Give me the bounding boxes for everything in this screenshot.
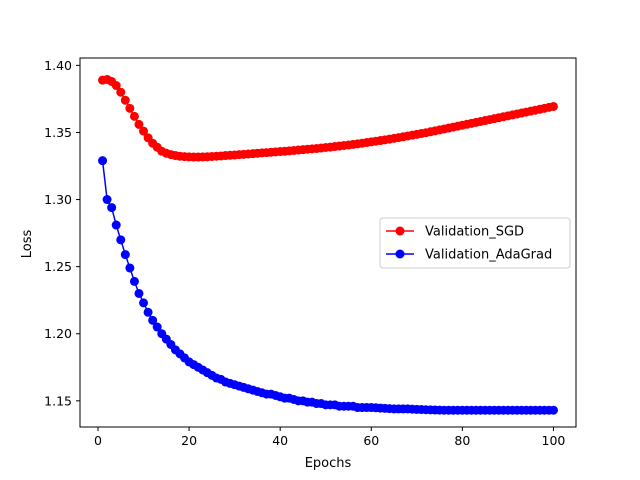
x-axis-label: Epochs	[305, 456, 352, 471]
series-1-point-1	[102, 195, 112, 205]
plot-layer	[98, 74, 558, 415]
y-tick-label-0: 1.15	[44, 393, 72, 408]
series-1-point-3	[111, 220, 121, 230]
series-0-point-7	[129, 111, 139, 121]
x-tick-label-1: 20	[181, 433, 197, 448]
legend-box	[379, 217, 571, 269]
y-tick-label-4: 1.35	[44, 125, 72, 140]
legend-adagrad-marker	[395, 249, 405, 259]
series-0-point-6	[125, 103, 135, 113]
x-tick-label-4: 80	[454, 433, 470, 448]
y-tick-label-5: 1.40	[44, 58, 72, 73]
legend: Validation_SGD Validation_AdaGrad	[379, 217, 571, 269]
x-tick-label-2: 40	[272, 433, 288, 448]
x-tick-label-5: 100	[542, 433, 566, 448]
series-1-point-9	[139, 298, 149, 308]
series-1-point-6	[125, 263, 135, 273]
x-tick-label-3: 60	[363, 433, 379, 448]
series-1-point-99	[548, 405, 558, 415]
series-0-point-3	[111, 81, 121, 91]
axes-layer: 0 20 40 60 80 100 1.15 1.20 1.25 1.30 1.35 1.40	[44, 57, 577, 448]
series-1-point-4	[116, 235, 126, 245]
x-tick-label-0: 0	[94, 433, 102, 448]
series-1-point-11	[148, 315, 158, 325]
legend-sgd-label: Validation_SGD	[425, 225, 524, 240]
series-0-point-8	[134, 119, 144, 129]
legend-adagrad-label: Validation_AdaGrad	[425, 248, 552, 263]
y-axis-label: Loss	[20, 230, 35, 259]
series-1-point-12	[152, 322, 162, 332]
series-1-point-2	[107, 203, 117, 213]
series-1-point-5	[120, 250, 130, 260]
y-tick-label-3: 1.30	[44, 192, 72, 207]
series-1-point-0	[98, 156, 108, 166]
series-1-point-7	[129, 276, 139, 286]
series-1-point-10	[143, 307, 153, 317]
series-0-point-4	[116, 87, 126, 97]
series-0-point-9	[139, 126, 149, 136]
y-tick-label-1: 1.20	[44, 326, 72, 341]
series-0-point-99	[548, 101, 558, 111]
series-1-point-8	[134, 288, 144, 298]
legend-sgd-marker	[395, 226, 405, 236]
y-tick-label-2: 1.25	[44, 259, 72, 274]
series-0-point-5	[120, 95, 130, 105]
plot-frame	[79, 57, 577, 428]
